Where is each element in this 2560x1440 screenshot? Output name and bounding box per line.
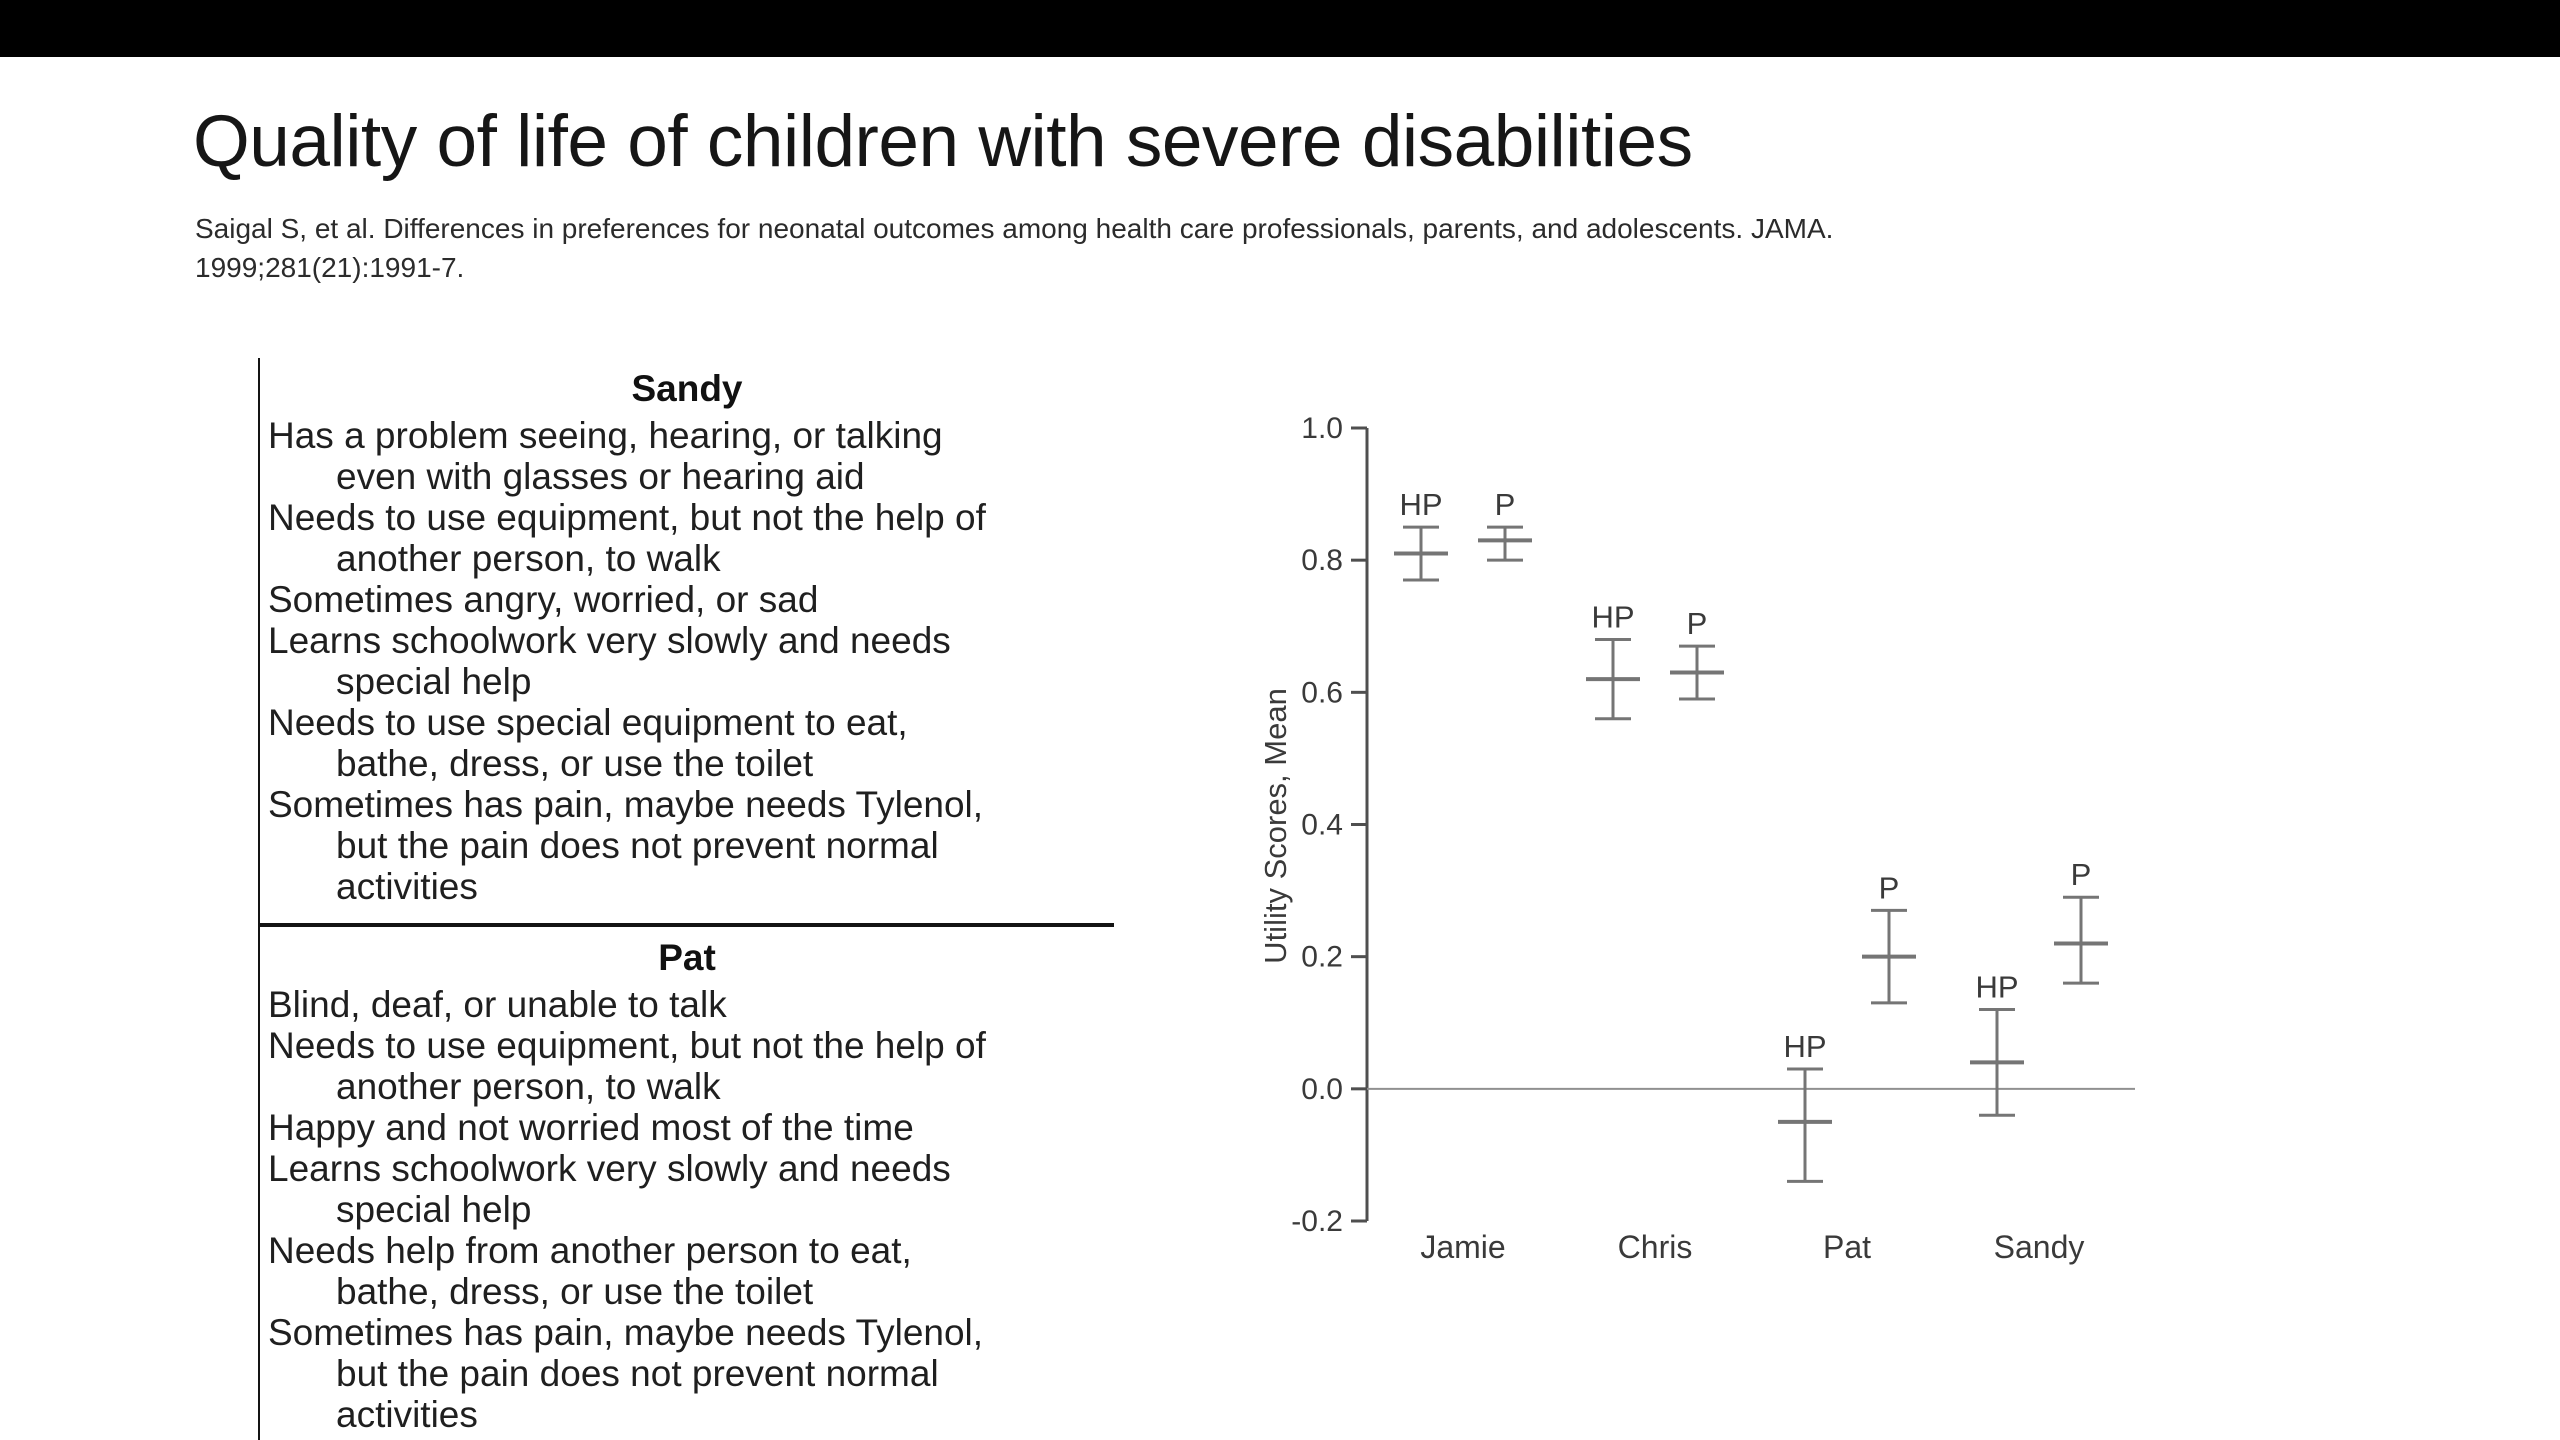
error-bar-p-chris xyxy=(1670,644,1724,701)
y-tick-label: 0.4 xyxy=(1301,809,1343,842)
table-section: Sandy Has a problem seeing, hearing, or … xyxy=(260,358,1114,927)
utility-chart-svg: 1.0 0.8 0.6 0.4 0.2 0.0 -0.2 Utility Scores, Me… xyxy=(1258,412,2135,1265)
y-tick-label: 0.0 xyxy=(1301,1073,1343,1106)
x-category-label: Sandy xyxy=(1994,1229,2085,1265)
top-black-bar xyxy=(0,0,2560,57)
health-state-item: Blind, deaf, or unable to talk xyxy=(268,984,727,1025)
point-label-p-sandy: P xyxy=(2071,857,2092,892)
section-header: Sandy xyxy=(631,368,743,409)
health-state-item: Sometimes angry, worried, or sad xyxy=(268,579,819,620)
y-tick-label: 0.6 xyxy=(1301,676,1343,709)
error-bar-hp-chris xyxy=(1586,637,1640,721)
health-state-item: Needs to use special equipment to eat, b… xyxy=(268,702,908,784)
y-tick-label: 0.8 xyxy=(1301,544,1343,577)
health-state-item: Happy and not worried most of the time xyxy=(268,1107,914,1148)
point-label-p-pat: P xyxy=(1879,870,1900,905)
point-label-hp-chris: HP xyxy=(1591,599,1634,634)
x-category-label: Pat xyxy=(1823,1229,1871,1265)
page-title: Quality of life of children with severe … xyxy=(193,101,1693,182)
citation: Saigal S, et al. Differences in preferen… xyxy=(195,210,1833,287)
error-bar-hp-pat xyxy=(1778,1067,1832,1183)
point-label-p-chris: P xyxy=(1687,606,1708,641)
error-bar-p-pat xyxy=(1862,908,1916,1005)
y-axis-title: Utility Scores, Mean xyxy=(1258,688,1293,964)
health-states-table: Sandy Has a problem seeing, hearing, or … xyxy=(258,358,1114,1440)
point-label-hp-sandy: HP xyxy=(1975,970,2018,1005)
error-bar-hp-sandy xyxy=(1970,1008,2024,1117)
point-label-p-jamie: P xyxy=(1495,487,1516,522)
health-state-item: Sometimes has pain, maybe needs Tylenol,… xyxy=(268,784,984,907)
table-section: Pat Blind, deaf, or unable to talk Needs … xyxy=(260,927,1114,1440)
utility-scores-chart: 1.0 0.8 0.6 0.4 0.2 0.0 -0.2 Utility Scores, Me… xyxy=(1230,390,2190,1305)
section-header: Pat xyxy=(658,937,716,978)
x-category-label: Chris xyxy=(1618,1229,1693,1265)
point-label-hp-jamie: HP xyxy=(1399,487,1442,522)
health-state-item: Sometimes has pain, maybe needs Tylenol,… xyxy=(268,1312,984,1435)
section-items: Has a problem seeing, hearing, or talkin… xyxy=(260,415,1114,907)
health-state-item: Needs to use equipment, but not the help… xyxy=(268,497,986,579)
y-tick-label: -0.2 xyxy=(1291,1205,1343,1238)
health-state-item: Learns schoolwork very slowly and needs … xyxy=(268,1148,951,1230)
health-state-item: Needs help from another person to eat, b… xyxy=(268,1230,912,1312)
point-label-hp-pat: HP xyxy=(1783,1029,1826,1064)
error-bar-hp-jamie xyxy=(1394,525,1448,582)
y-tick-label: 1.0 xyxy=(1301,412,1343,445)
error-bar-p-jamie xyxy=(1478,525,1532,562)
y-tick-label: 0.2 xyxy=(1301,941,1343,974)
citation-line-1: Saigal S, et al. Differences in preferen… xyxy=(195,213,1834,244)
section-items: Blind, deaf, or unable to talk Needs to u… xyxy=(260,984,1114,1435)
health-state-item: Needs to use equipment, but not the help… xyxy=(268,1025,986,1107)
health-state-item: Learns schoolwork very slowly and needs … xyxy=(268,620,951,702)
slide: Quality of life of children with severe … xyxy=(0,57,2560,1440)
error-bar-p-sandy xyxy=(2054,895,2108,985)
health-state-item: Has a problem seeing, hearing, or talkin… xyxy=(268,415,943,497)
citation-line-2: 1999;281(21):1991-7. xyxy=(195,251,465,283)
x-category-label: Jamie xyxy=(1420,1229,1505,1265)
